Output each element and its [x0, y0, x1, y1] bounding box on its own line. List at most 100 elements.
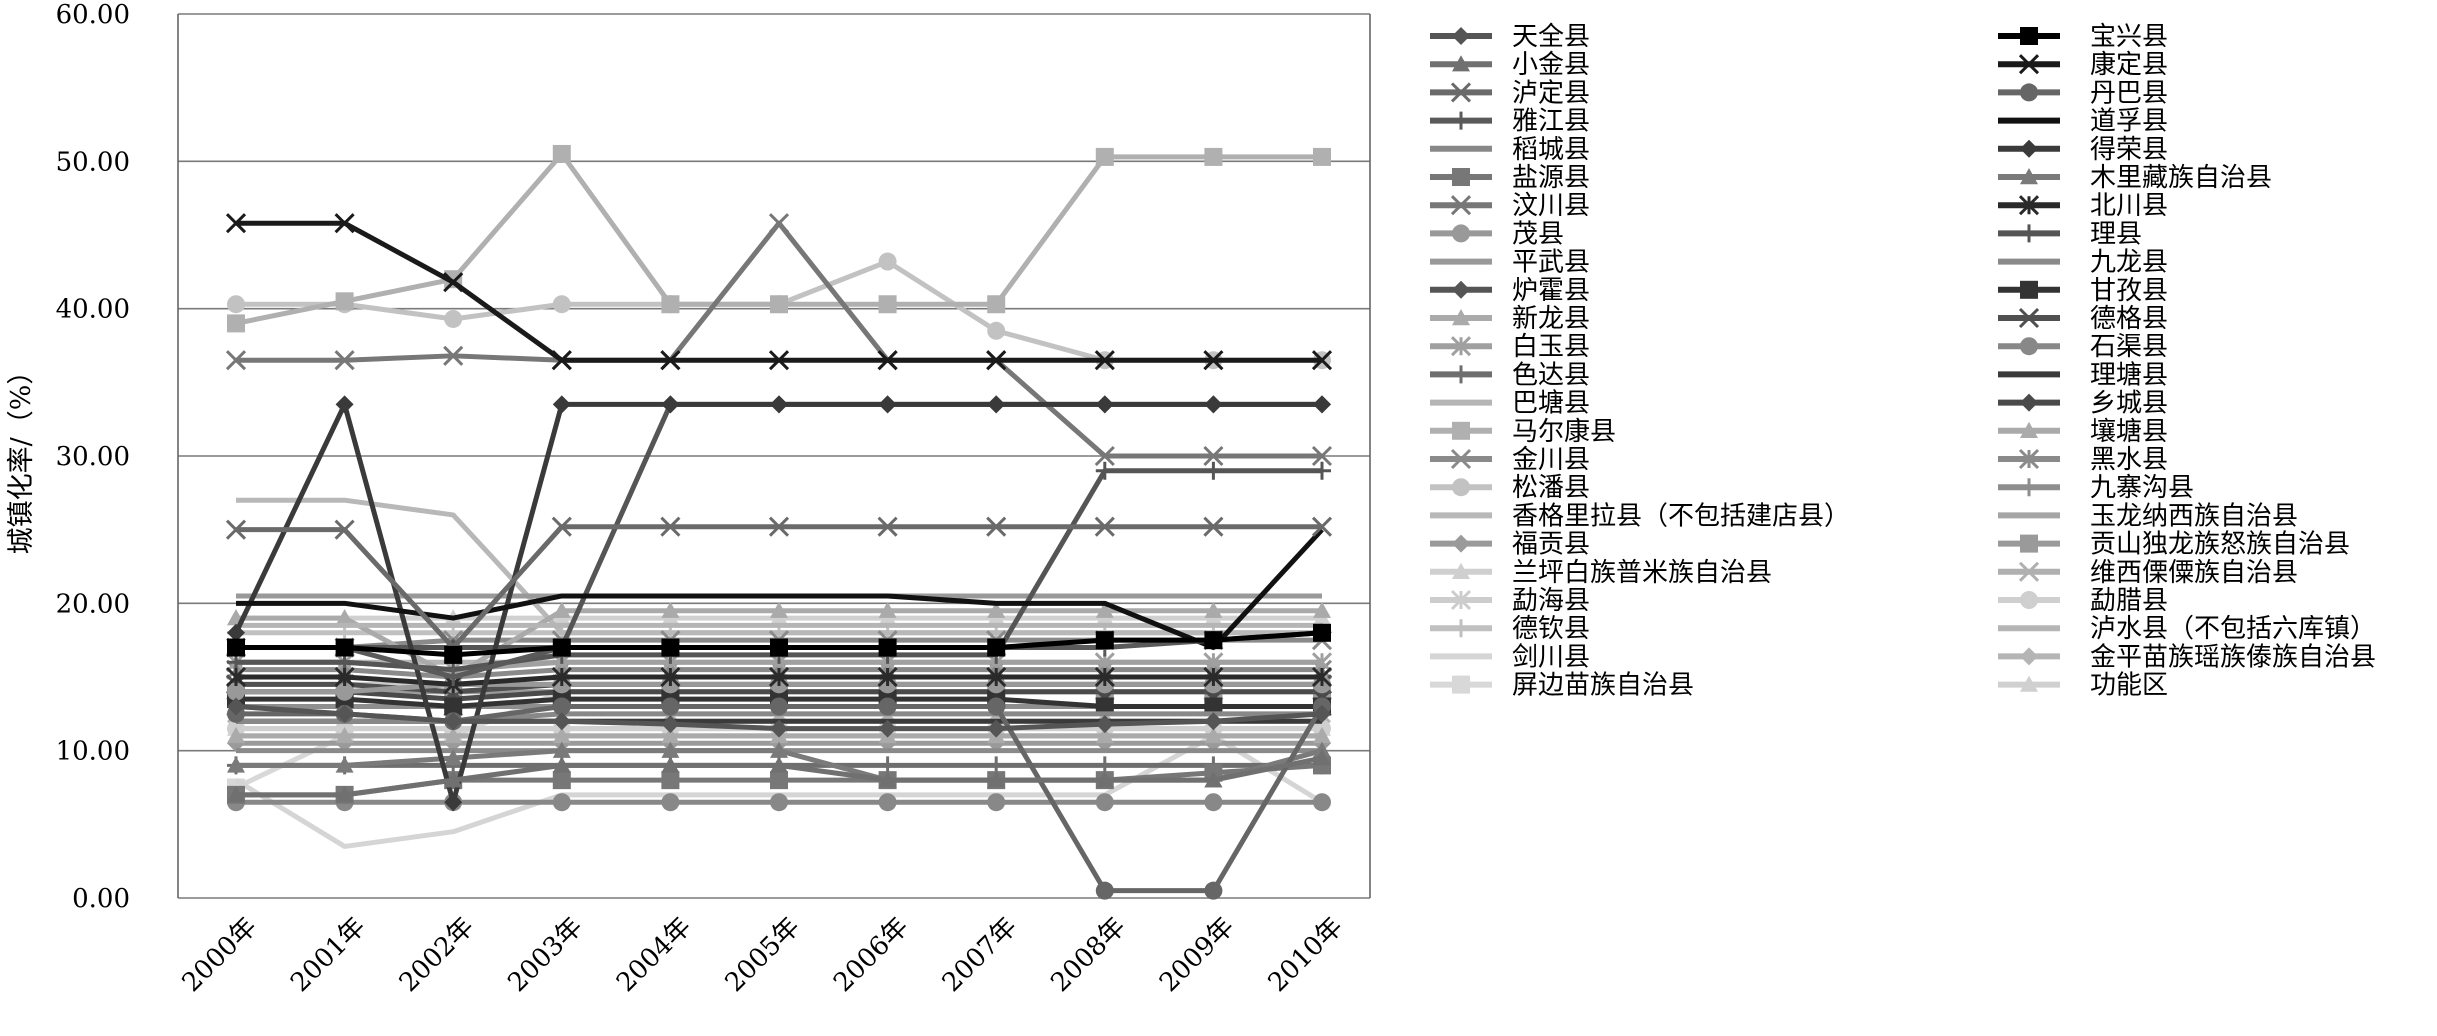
legend-item-34: 香格里拉县（不包括建店县） — [1430, 501, 1850, 531]
y-tick-label-0: 0.00 — [72, 884, 130, 914]
data-point-32-2 — [444, 309, 463, 328]
data-point-13-5 — [768, 666, 790, 688]
legend-label-32: 松潘县 — [1512, 473, 1590, 503]
data-point-11-5 — [770, 741, 788, 758]
data-point-2-3 — [552, 756, 571, 773]
series-line-12 — [236, 220, 1322, 459]
legend-item-40: 勐海县 — [1430, 586, 1590, 616]
x-tick-label-10: 2010年 — [1263, 912, 1349, 998]
data-point-20-0 — [227, 726, 245, 744]
legend-label-19: 甘孜县 — [2090, 276, 2168, 306]
data-point-9-3 — [552, 395, 571, 414]
legend-item-39: 维西傈僳族自治县 — [1998, 558, 2298, 588]
legend-swatch-marker-1 — [2020, 27, 2038, 45]
legend-label-17: 九龙县 — [2090, 248, 2168, 278]
legend-swatch-marker-42 — [1452, 619, 1470, 638]
data-point-1-0 — [227, 638, 245, 657]
legend-item-43: 泸水县（不包括六库镇） — [1998, 614, 2376, 644]
data-point-0-4 — [661, 715, 680, 734]
data-point-13-1 — [334, 666, 355, 688]
series-23 — [227, 793, 1331, 812]
legend-label-36: 福贡县 — [1512, 530, 1590, 560]
legend-label-6: 雅江县 — [1512, 107, 1590, 137]
data-point-1-10 — [1313, 623, 1331, 642]
data-point-23-9 — [1204, 793, 1223, 812]
series-line-7 — [236, 527, 1324, 651]
data-point-9-9 — [1204, 395, 1223, 414]
data-point-10-3 — [552, 771, 571, 790]
series-29 — [227, 601, 1331, 685]
legend-item-38: 兰坪白族普米族自治县 — [1430, 558, 1772, 588]
data-point-4-0 — [225, 519, 247, 540]
legend-label-4: 泸定县 — [1512, 78, 1590, 108]
data-point-5-3 — [552, 697, 571, 716]
legend-item-23: 石渠县 — [1998, 332, 2168, 362]
legend-item-36: 福贡县 — [1430, 530, 1590, 560]
data-point-32-0 — [227, 295, 245, 314]
data-point-2-10 — [1313, 749, 1331, 766]
legend-item-9: 得荣县 — [1998, 135, 2168, 165]
data-point-29-4 — [661, 601, 680, 618]
legend-swatch-marker-12 — [1450, 195, 1472, 216]
legend-label-16: 平武县 — [1512, 248, 1590, 278]
legend-swatch-marker-21 — [2018, 307, 2040, 329]
data-point-0-3 — [552, 712, 571, 731]
legend-item-22: 白玉县 — [1430, 332, 1590, 362]
data-point-15-9 — [1204, 461, 1223, 480]
data-point-13-8 — [1094, 666, 1115, 688]
data-point-3-8 — [1094, 350, 1115, 371]
data-point-28-5 — [770, 295, 788, 314]
data-point-4-4 — [660, 516, 681, 537]
legend-label-42: 德钦县 — [1512, 614, 1590, 644]
legend-label-45: 金平苗族瑶族傣族自治县 — [2090, 642, 2376, 672]
legend-swatch-marker-46 — [1452, 675, 1470, 694]
legend-swatch-marker-31 — [2018, 448, 2040, 470]
data-point-0-1 — [335, 704, 354, 723]
data-point-0-9 — [1204, 712, 1223, 731]
legend-swatch-marker-15 — [2020, 224, 2038, 243]
data-point-23-7 — [987, 793, 1006, 812]
series-0 — [227, 697, 1331, 738]
legend-label-0: 天全县 — [1512, 22, 1590, 52]
legend-label-40: 勐海县 — [1512, 586, 1590, 616]
series-7 — [236, 527, 1324, 651]
legend-swatch-marker-10 — [1452, 168, 1470, 186]
series-34 — [236, 497, 1322, 636]
legend-swatch-marker-47 — [2020, 675, 2038, 692]
legend-label-5: 丹巴县 — [2090, 78, 2168, 108]
data-point-28-8 — [1095, 147, 1114, 166]
data-point-3-0 — [225, 213, 247, 234]
legend-label-22: 白玉县 — [1512, 332, 1590, 362]
legend-item-37: 贡山独龙族怒族自治县 — [1998, 530, 2350, 560]
data-point-1-9 — [1204, 631, 1223, 650]
legend-label-30: 金川县 — [1512, 445, 1590, 475]
legend-swatch-marker-33 — [2020, 478, 2038, 497]
legend-label-21: 德格县 — [2090, 304, 2168, 334]
data-point-9-1 — [335, 395, 354, 414]
data-point-5-6 — [878, 697, 897, 716]
x-tick-label-9: 2009年 — [1154, 912, 1240, 998]
data-point-4-7 — [986, 516, 1007, 537]
legend-label-1: 宝兴县 — [2090, 22, 2168, 52]
data-point-9-0 — [227, 623, 245, 642]
data-point-9-4 — [661, 395, 680, 414]
series-4 — [225, 516, 1333, 658]
data-point-15-10 — [1313, 461, 1331, 480]
data-point-2-7 — [987, 771, 1006, 788]
legend-swatch-marker-18 — [1452, 280, 1470, 299]
y-tick-label-4: 40.00 — [56, 295, 130, 325]
legend-label-18: 炉霍县 — [1512, 276, 1590, 306]
legend-swatch-marker-14 — [1452, 224, 1470, 243]
series-line-34 — [236, 497, 1322, 636]
data-point-11-2 — [444, 749, 463, 766]
legend-item-26: 巴塘县 — [1430, 389, 1590, 419]
x-tick-label-5: 2005年 — [720, 912, 806, 998]
legend-swatch-marker-32 — [1452, 478, 1470, 497]
data-point-4-1 — [334, 519, 355, 540]
data-point-14-1 — [335, 682, 354, 701]
legend-swatch-marker-28 — [1452, 421, 1470, 440]
data-point-9-10 — [1313, 395, 1331, 414]
data-point-9-8 — [1095, 395, 1114, 414]
data-point-12-9 — [1203, 445, 1224, 467]
legend-swatch-marker-30 — [1450, 448, 1472, 470]
